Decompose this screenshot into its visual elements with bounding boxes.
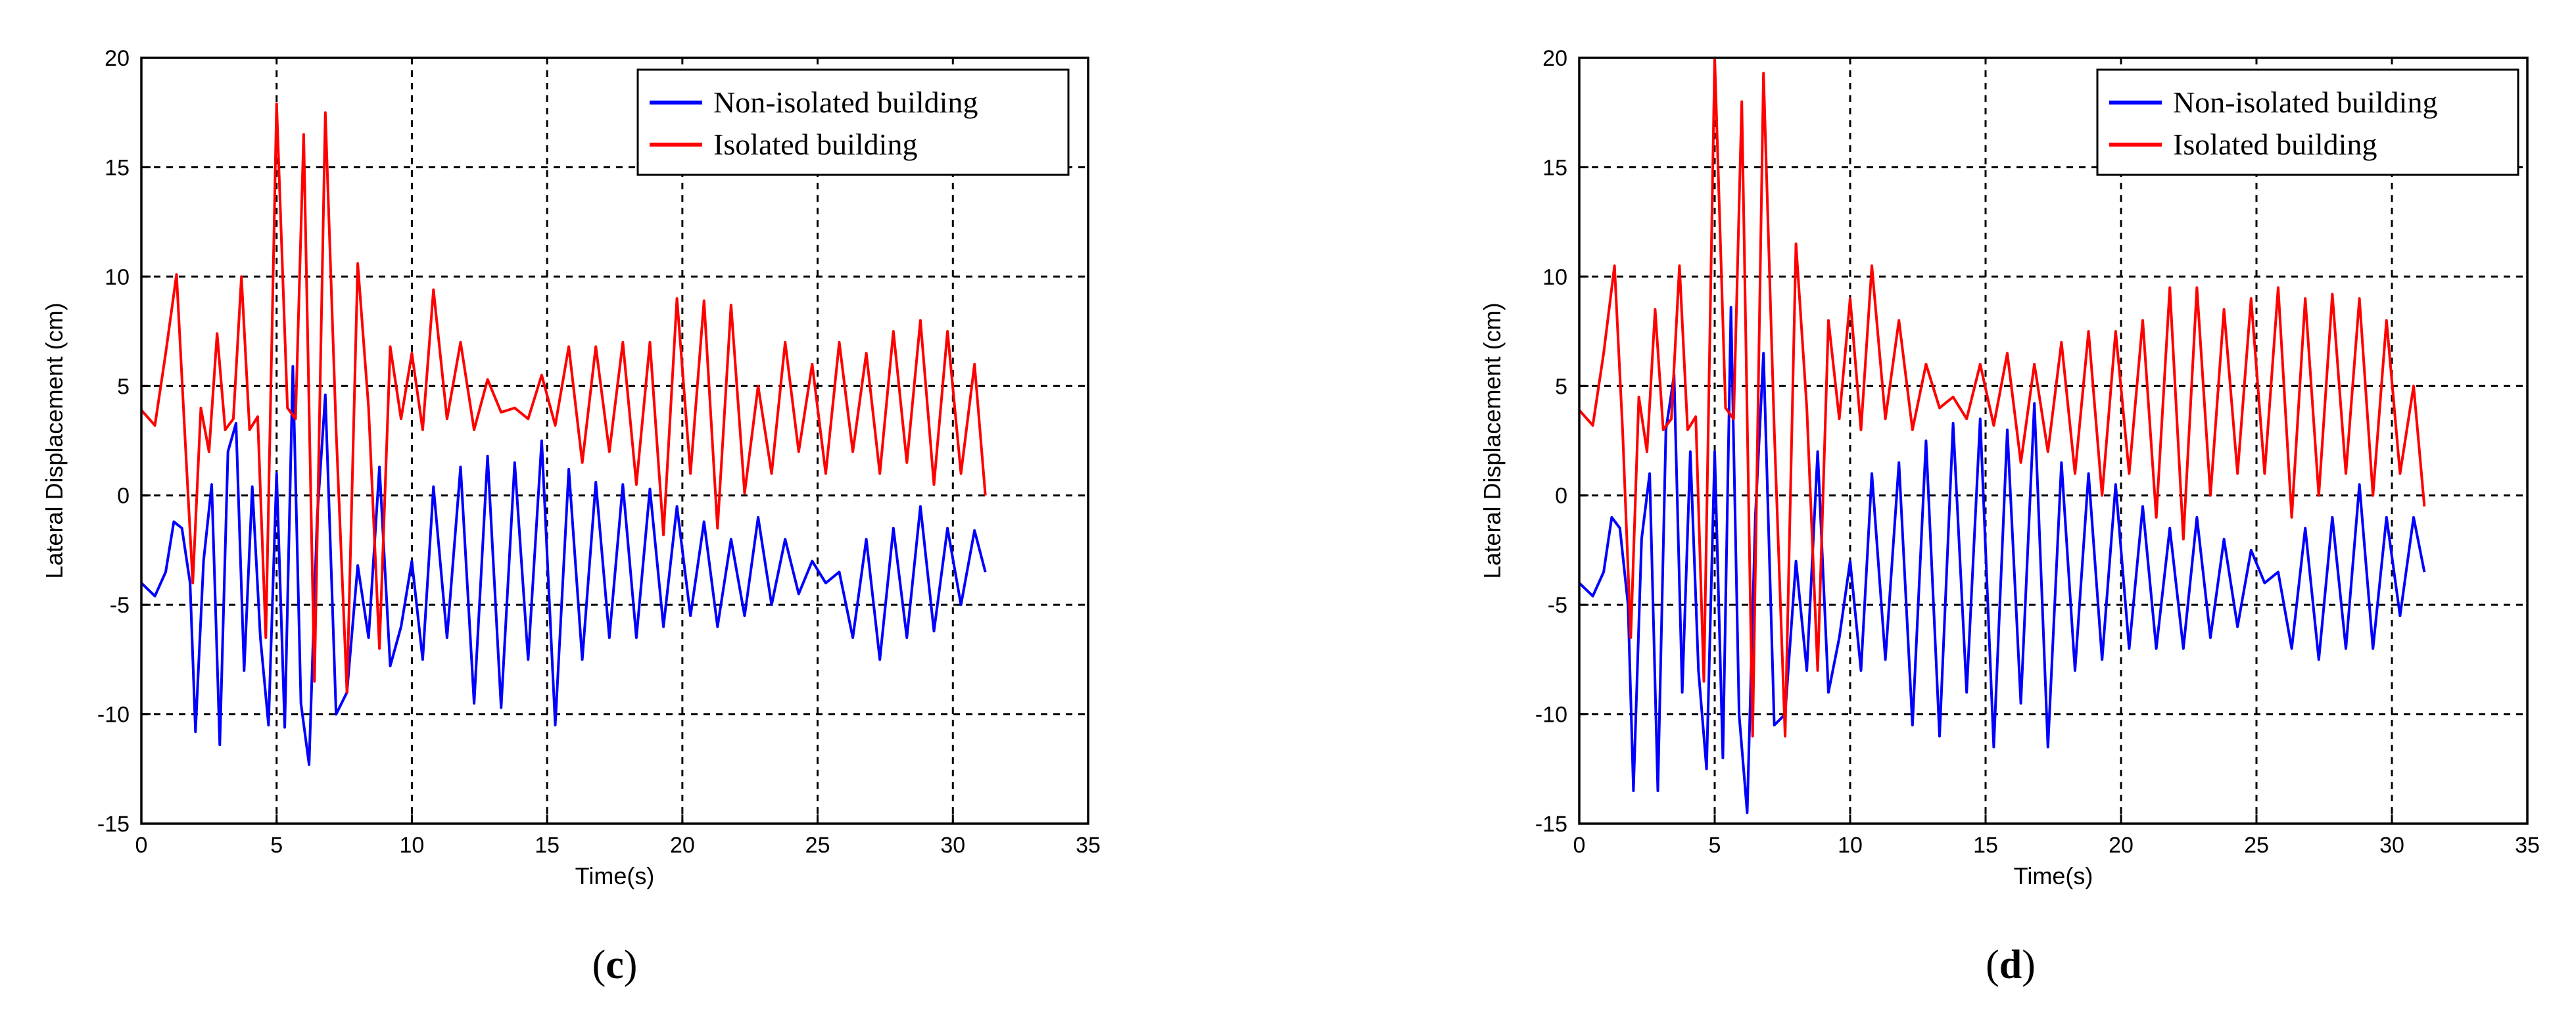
panel-label-letter: c <box>606 943 624 987</box>
x-tick-label: 5 <box>270 833 283 858</box>
legend: Non-isolated building Isolated building <box>2096 68 2519 176</box>
legend-entry: Non-isolated building <box>2173 85 2437 119</box>
series-line-isolated <box>140 102 987 694</box>
x-tick-label: 20 <box>670 833 695 858</box>
x-tick-label: 25 <box>2244 833 2269 858</box>
y-tick-label: -5 <box>1548 593 1567 618</box>
panel-label-open: ( <box>1986 943 1999 987</box>
y-tick-label: -5 <box>110 593 130 618</box>
axes-frame <box>1578 57 2529 825</box>
x-tick-label: 25 <box>805 833 830 858</box>
panel-label: (c) <box>592 943 638 987</box>
x-tick-label: 35 <box>1076 833 1101 858</box>
y-tick-label: -10 <box>1535 703 1567 728</box>
panel-label: (d) <box>1986 943 2036 987</box>
x-tick-label: 15 <box>535 833 560 858</box>
legend: Non-isolated building Isolated building <box>636 68 1070 176</box>
y-tick-label: -15 <box>97 812 130 837</box>
x-tick-label: 0 <box>135 833 148 858</box>
y-axis-label: Lateral Displacement (cm) <box>41 302 68 578</box>
y-tick-label: 20 <box>1542 46 1567 71</box>
legend-box <box>636 68 1070 176</box>
x-axis-label: Time(s) <box>575 862 655 889</box>
x-tick-label: 30 <box>2379 833 2404 858</box>
chart-panel-c: 0 5 10 15 20 25 30 35 -15 -10 -5 0 5 10 15 20 Time(s) Lat… <box>41 46 1101 987</box>
y-tick-label: 15 <box>1542 155 1567 180</box>
y-tick-label: 5 <box>117 374 130 399</box>
y-tick-label: 0 <box>117 484 130 509</box>
series-line-non-isolated <box>140 365 987 766</box>
series-line-non-isolated <box>1578 306 2426 814</box>
x-tick-label: 30 <box>940 833 965 858</box>
legend-box <box>2096 68 2519 176</box>
x-tick-label: 15 <box>1973 833 1998 858</box>
legend-entry: Isolated building <box>713 128 917 161</box>
panel-label-close: ) <box>2022 943 2036 987</box>
x-tick-label: 20 <box>2109 833 2134 858</box>
x-axis-label: Time(s) <box>2014 862 2093 889</box>
legend-entry: Non-isolated building <box>713 85 978 119</box>
y-tick-label: -15 <box>1535 812 1567 837</box>
series-line-isolated <box>1578 57 2426 738</box>
y-tick-label: 0 <box>1555 484 1567 509</box>
x-tick-label: 35 <box>2515 833 2540 858</box>
axes-frame <box>140 57 1089 825</box>
x-tick-label: 10 <box>1838 833 1863 858</box>
legend-entry: Isolated building <box>2173 128 2377 161</box>
y-tick-label: 15 <box>105 155 130 180</box>
panel-label-close: ) <box>624 943 638 987</box>
x-tick-label: 0 <box>1573 833 1586 858</box>
chart-panel-d: 0 5 10 15 20 25 30 35 -15 -10 -5 0 5 10 15 20 Time(s) Lat… <box>1479 46 2540 987</box>
y-tick-label: 20 <box>105 46 130 71</box>
x-tick-label: 5 <box>1709 833 1721 858</box>
y-axis-label: Lateral Displacement (cm) <box>1479 302 1506 578</box>
y-tick-label: 10 <box>105 265 130 290</box>
panel-label-letter: d <box>1999 943 2022 987</box>
y-tick-label: 5 <box>1555 374 1567 399</box>
panel-label-open: ( <box>592 943 606 987</box>
y-tick-label: 10 <box>1542 265 1567 290</box>
y-tick-label: -10 <box>97 703 130 728</box>
x-tick-label: 10 <box>400 833 425 858</box>
